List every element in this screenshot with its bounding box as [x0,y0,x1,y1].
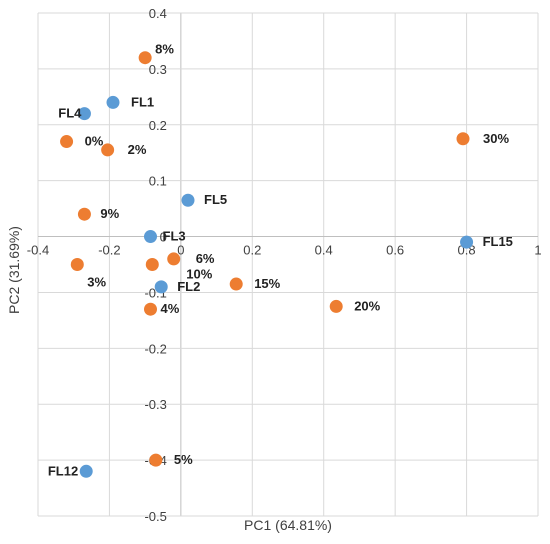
data-label: 2% [128,142,147,157]
y-tick-label: 0.3 [149,62,167,77]
data-point [144,230,157,244]
data-label: 6% [196,251,215,266]
y-tick-label: -0.5 [144,509,166,524]
x-tick-label: 0.4 [315,243,333,258]
data-point [79,464,93,478]
data-point [60,135,74,149]
data-points [60,51,474,478]
data-point [167,252,181,266]
data-label: 10% [186,267,212,282]
x-tick-label: -0.4 [27,243,49,258]
data-label: 0% [85,134,104,149]
x-tick-label: 0 [177,243,184,258]
y-tick-label: 0 [160,230,167,245]
data-point [106,95,120,109]
data-label: FL2 [177,279,200,294]
y-tick-label: -0.3 [144,397,166,412]
data-point [101,143,115,157]
data-point [154,280,168,294]
data-point [329,299,343,313]
y-axis-title: PC2 (31.69%) [6,226,22,314]
data-label: 8% [155,42,174,57]
data-point [145,258,159,271]
x-tick-label: 0.6 [386,243,404,258]
data-point [70,258,84,271]
data-label: FL12 [48,463,78,478]
data-label: FL15 [483,234,513,249]
data-label: FL1 [131,94,154,109]
data-point [460,235,474,249]
data-label: 9% [100,206,119,221]
x-tick-label: 1 [534,243,541,258]
data-point [144,302,157,316]
x-tick-label: -0.2 [98,243,120,258]
data-label: 30% [483,131,509,146]
tick-labels: -0.4-0.200.20.40.60.81-0.5-0.4-0.3-0.2-0… [27,6,542,524]
y-tick-label: 0.1 [149,174,167,189]
gridlines [37,12,539,517]
y-tick-label: 0.4 [149,6,167,21]
x-axis-title: PC1 (64.81%) [244,517,332,533]
data-label: 3% [87,275,106,290]
data-label: FL3 [163,229,186,244]
data-point [77,107,91,121]
data-label: 4% [161,301,180,316]
data-point [456,132,470,146]
data-label: 15% [254,276,280,291]
data-label: 5% [174,452,193,467]
data-label: FL4 [58,106,82,121]
y-tick-label: 0.2 [149,118,167,133]
point-labels: FL1 FL4 FL5 FL3 FL15 FL2 FL12 8% 0% 2% 30% 9% 6%10% 3… [48,42,513,479]
data-label: 20% [354,298,380,313]
x-tick-label: 0.2 [243,243,261,258]
data-point [149,453,163,467]
data-point [181,193,195,207]
y-tick-label: -0.2 [144,341,166,356]
data-point [77,207,91,221]
data-point [229,277,243,291]
data-point [138,51,152,65]
data-label: FL5 [204,192,227,207]
